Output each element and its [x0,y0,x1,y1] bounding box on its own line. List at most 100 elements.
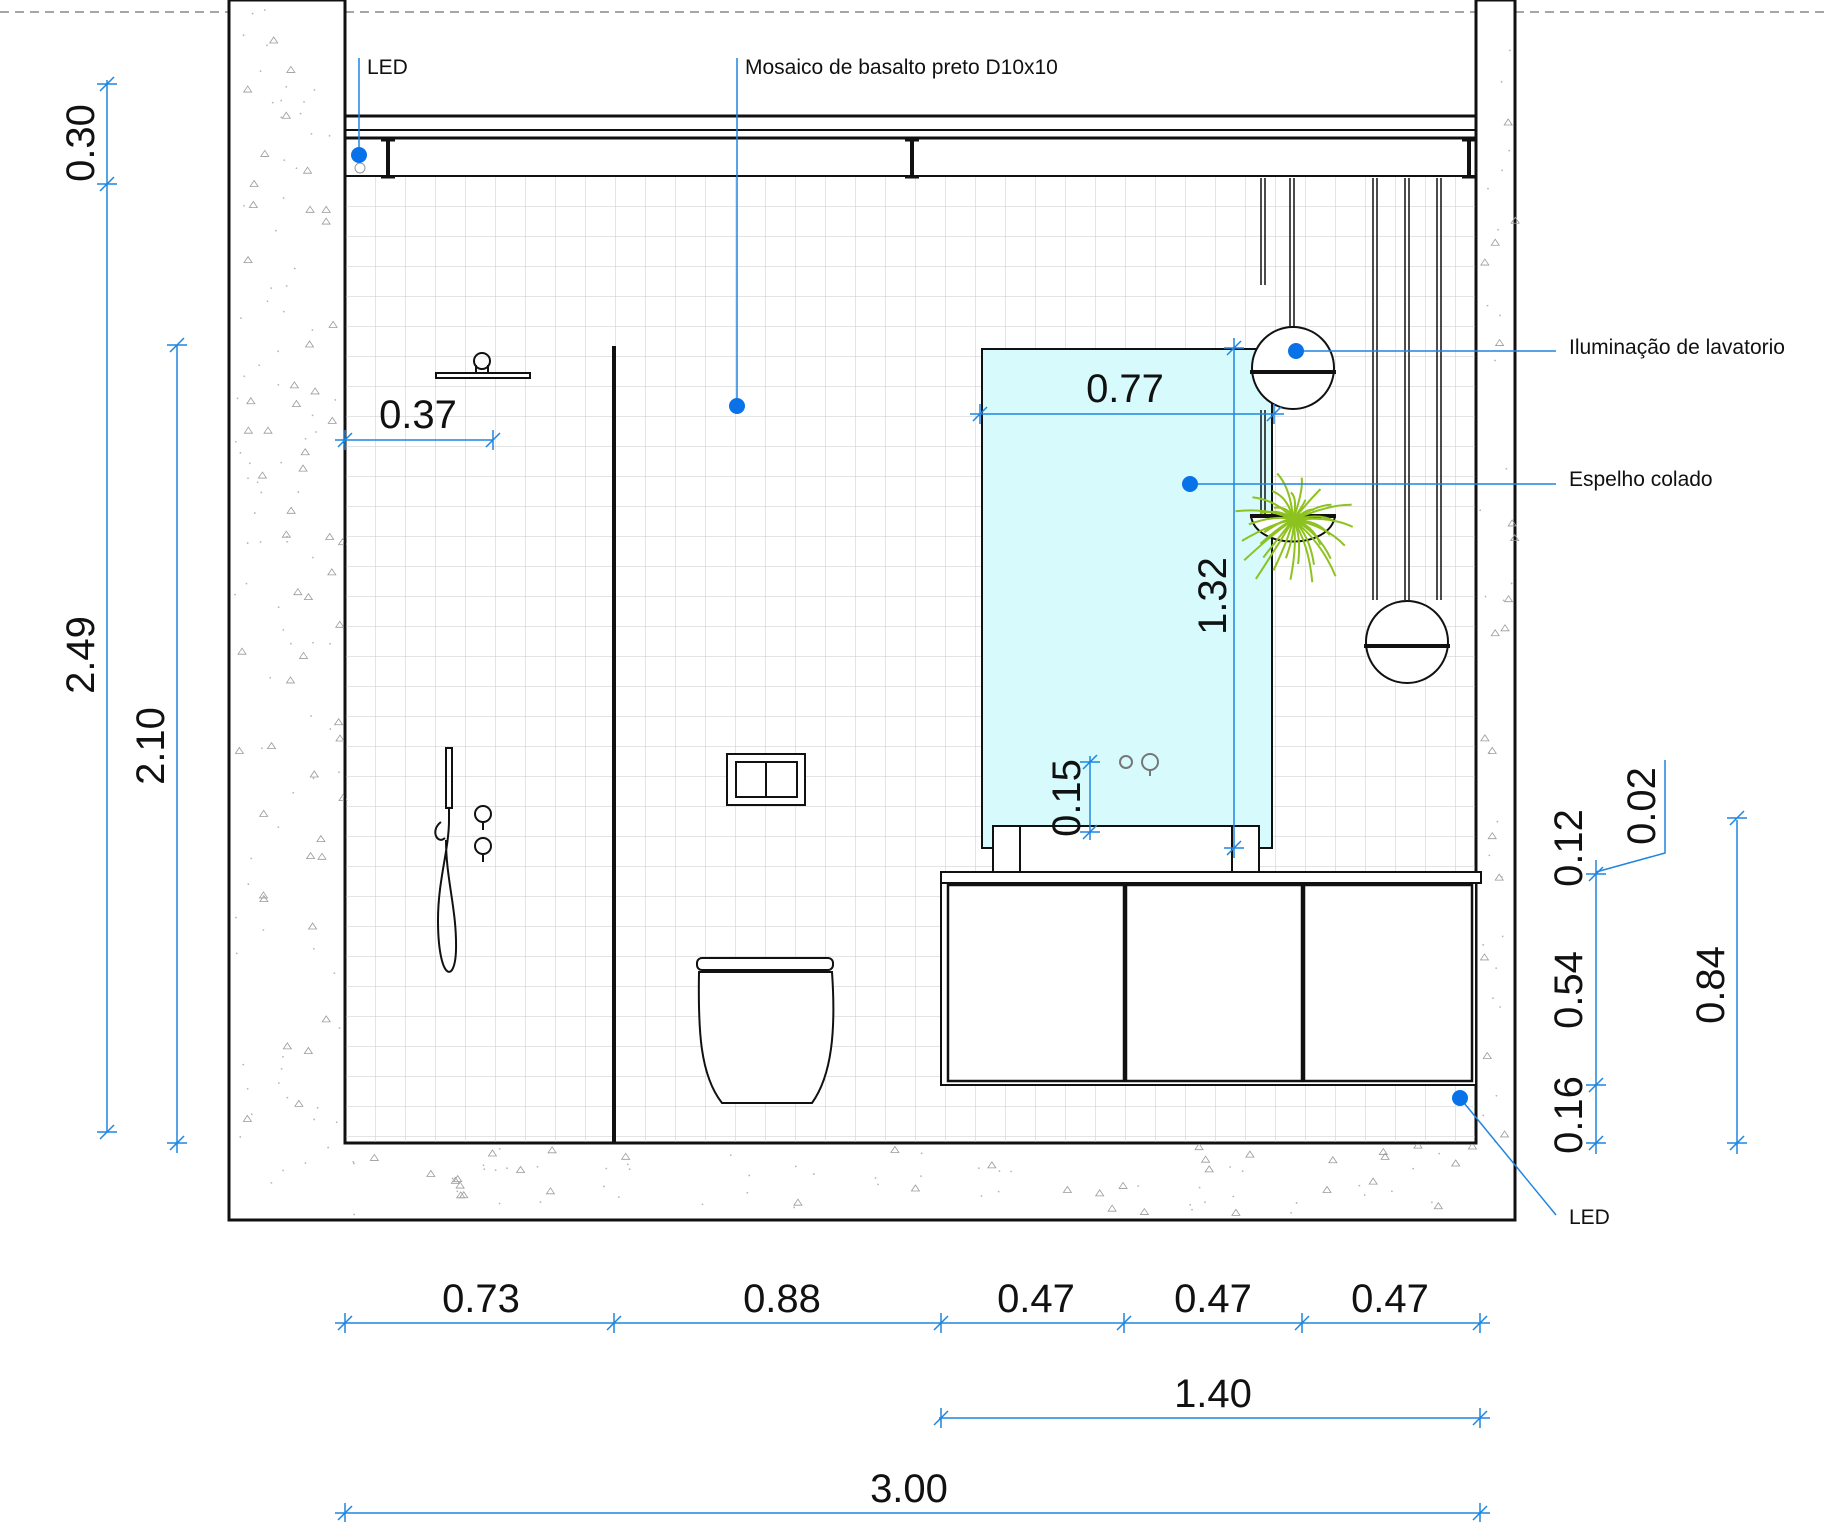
concrete-dot [310,132,313,135]
bonded-mirror [981,348,1273,849]
concrete-dot [602,1185,605,1188]
concrete-dot [628,1168,631,1171]
concrete-dot [1358,1184,1361,1187]
dimension-tick [1080,824,1100,840]
concrete-aggregate [1487,746,1497,754]
concrete-dot [280,1068,283,1070]
concrete-dot [1501,935,1504,938]
concrete-aggregate [298,651,309,659]
concrete-dot [271,101,274,104]
concrete-aggregate [1490,238,1500,246]
concrete-aggregate [1118,1181,1128,1189]
concrete-aggregate [237,647,247,655]
wall-hung-toilet-icon [696,957,835,1104]
concrete-aggregate [1487,831,1498,840]
concrete-aggregate [910,1184,921,1192]
concrete-aggregate [1200,1155,1211,1163]
concrete-dot [1494,359,1496,362]
concrete-dot [794,1165,797,1168]
concrete-dot [1486,304,1489,307]
concrete-dot [304,437,307,440]
concrete-dot [334,399,337,401]
concrete-aggregate [369,1153,380,1161]
concrete-dot [242,34,245,37]
concrete-dot [292,791,295,794]
concrete-aggregate [286,65,296,73]
concrete-dot [282,310,285,313]
concrete-dot [483,1168,486,1171]
led-bottom-label: LED [1569,1206,1610,1229]
dimension-tick [1294,1313,1310,1333]
dim-0.77: 0.77 [1086,367,1164,411]
concrete-dot [748,1174,751,1177]
concrete-aggregate [260,149,270,157]
concrete-aggregate [300,448,310,456]
concrete-dot [280,461,283,464]
dim-2.10: 2.10 [129,707,173,785]
pendant-lamp-icon [1364,600,1450,684]
concrete-dot [313,1118,316,1121]
plant-leaf [1292,477,1303,521]
concrete-aggregate [234,746,245,754]
concrete-dot [328,134,331,137]
concrete-aggregate [487,1149,498,1157]
plant-leaf [1252,496,1294,521]
concrete-aggregate [243,255,253,264]
concrete-dot [266,300,269,303]
concrete-aggregate [547,1146,557,1154]
concrete-dot [874,1177,877,1179]
concrete-aggregate [515,1165,526,1173]
concrete-dot [277,383,280,386]
dim-0.73: 0.73 [442,1277,520,1321]
flush-plate-icon [726,753,806,806]
concrete-dot [315,431,318,433]
concrete-dot [242,1063,245,1066]
dimension-tick [167,337,187,353]
concrete-dot [920,1152,923,1155]
concrete-aggregate [1094,1189,1105,1197]
shower-head-icon [435,352,531,379]
concrete-aggregate [309,770,320,778]
concrete-aggregate [545,1187,556,1195]
concrete-aggregate [286,506,296,514]
concrete-aggregate [1480,258,1490,266]
concrete-aggregate [1494,338,1505,346]
concrete-aggregate [248,200,259,208]
mosaic-label: Mosaico de basalto preto D10x10 [745,56,1058,79]
concrete-aggregate [1500,624,1510,632]
dim-0.47-b: 0.47 [1174,1277,1252,1321]
concrete-dot [1487,187,1489,190]
concrete-aggregate [263,426,273,434]
dimension-tick [972,404,988,424]
concrete-aggregate [1231,1208,1241,1216]
dim-0.47-a: 0.47 [997,1277,1075,1321]
concrete-dot [283,159,286,162]
concrete-dot [259,70,262,73]
concrete-dot [1229,1166,1232,1168]
concrete-aggregate [455,1181,465,1189]
concrete-dot [352,1162,355,1165]
dim-0.84: 0.84 [1689,946,1733,1024]
dim-0.30: 0.30 [59,104,103,182]
dimension-tick [1586,1077,1606,1093]
concrete-dot [239,451,242,454]
concrete-aggregate [334,620,345,628]
dim-0.16: 0.16 [1547,1076,1591,1154]
concrete-dot [277,606,280,609]
concrete-aggregate [242,85,253,93]
concrete-dot [270,287,273,290]
concrete-aggregate [1482,1051,1492,1059]
concrete-aggregate [890,1145,900,1153]
dimension-ticks [97,76,1747,1522]
concrete-aggregate [1479,953,1490,961]
concrete-dot [998,1170,1001,1173]
concrete-dot [451,1177,454,1180]
concrete-dot [263,9,266,11]
dimension-tick [97,1124,117,1140]
dim-0.37: 0.37 [379,393,457,437]
concrete-dot [285,284,288,287]
concrete-dot [256,481,259,484]
concrete-dot [1500,80,1503,83]
concrete-aggregate [1204,1165,1214,1173]
